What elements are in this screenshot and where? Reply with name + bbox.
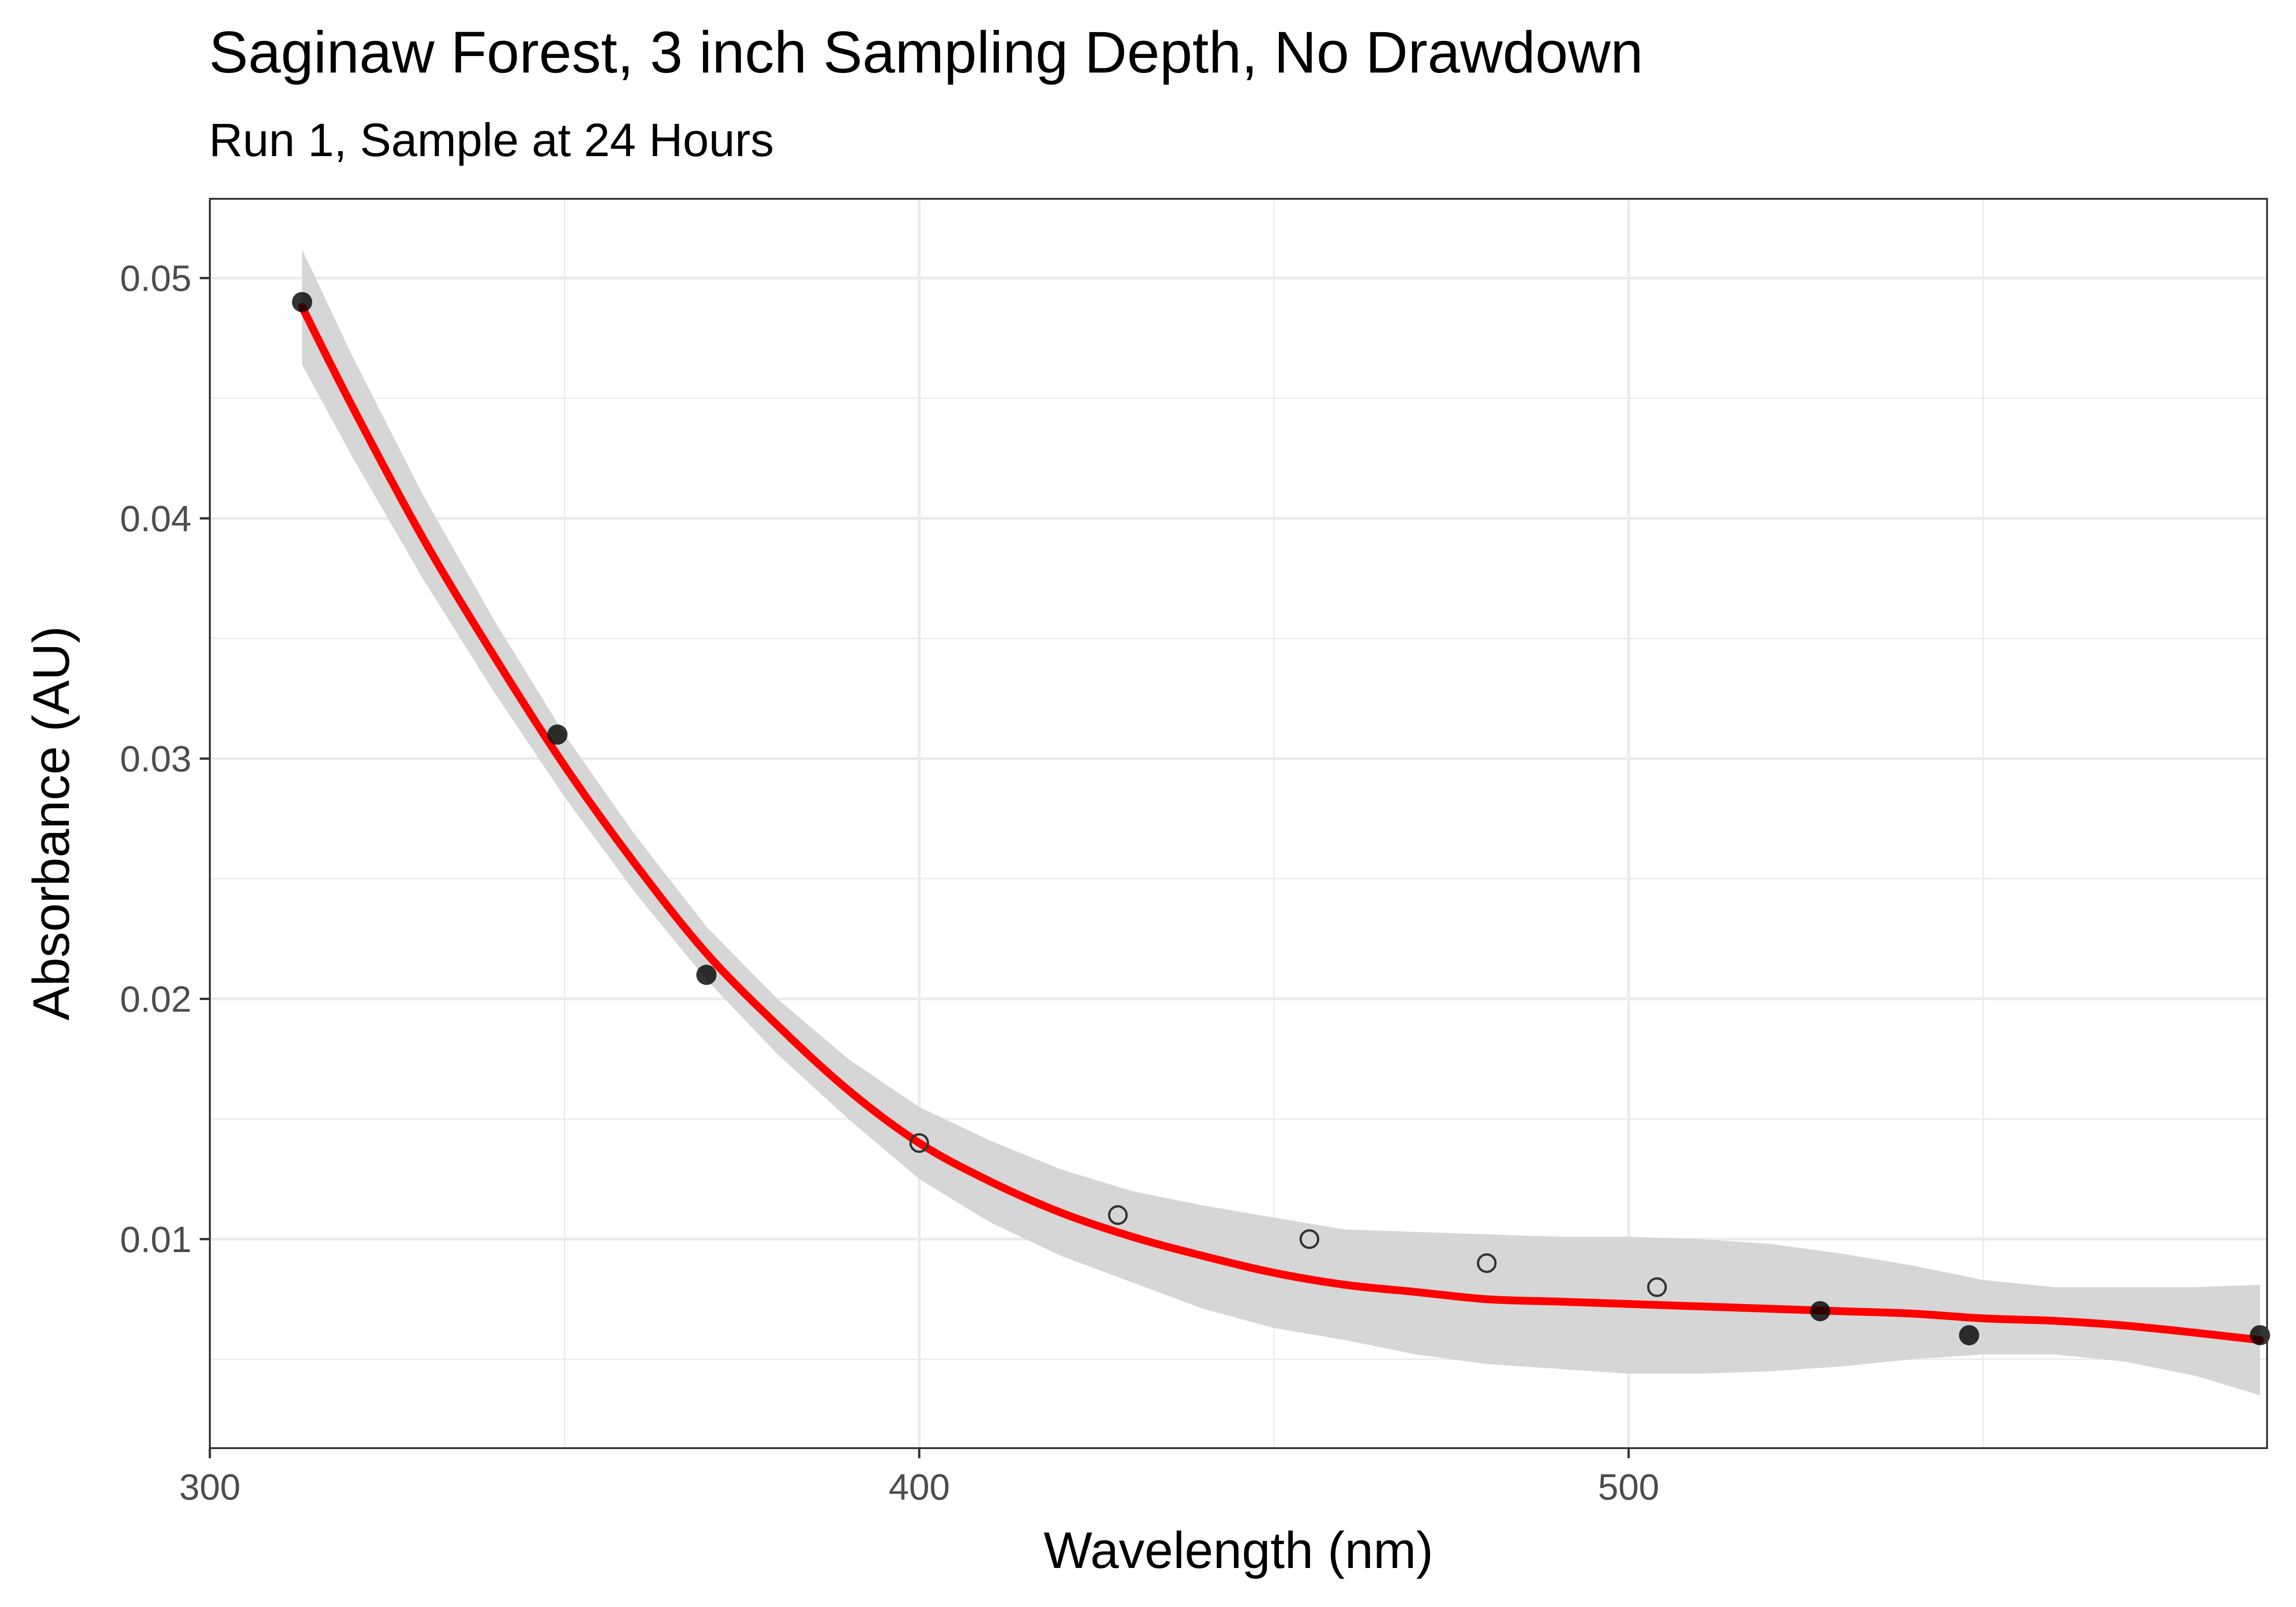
x-tick-label: 400 (889, 1467, 950, 1507)
data-point (1108, 1205, 1128, 1225)
data-point (1299, 1229, 1319, 1249)
x-axis: 300 400 500 (179, 1448, 1659, 1507)
y-axis: 0.01 0.02 0.03 0.04 0.05 (120, 258, 210, 1260)
data-points (292, 292, 2270, 1346)
panel-border (209, 198, 2268, 1449)
data-point (2250, 1325, 2270, 1346)
x-tick-label: 300 (179, 1467, 240, 1507)
x-axis-title: Wavelength (nm) (1044, 1522, 1434, 1579)
chart-title: Saginaw Forest, 3 inch Sampling Depth, N… (209, 20, 1643, 85)
data-point (1647, 1277, 1667, 1297)
data-point (1959, 1325, 1980, 1346)
y-tick-label: 0.02 (120, 978, 191, 1019)
plot-panel (208, 198, 2270, 1449)
y-tick-label: 0.03 (120, 738, 191, 779)
y-tick-label: 0.05 (120, 258, 191, 299)
data-point (696, 965, 717, 985)
data-point (1810, 1301, 1830, 1321)
y-axis-title: Absorbance (AU) (23, 626, 80, 1020)
minor-gridlines (210, 199, 2267, 1448)
smooth-fit-line (298, 303, 2264, 1344)
data-point (292, 292, 312, 313)
y-tick-label: 0.01 (120, 1219, 191, 1260)
chart-subtitle: Run 1, Sample at 24 Hours (209, 114, 774, 166)
y-tick-label: 0.04 (120, 498, 191, 539)
x-tick-label: 500 (1598, 1467, 1659, 1507)
data-point (909, 1133, 929, 1153)
data-point (1477, 1253, 1497, 1273)
data-point (547, 724, 568, 745)
